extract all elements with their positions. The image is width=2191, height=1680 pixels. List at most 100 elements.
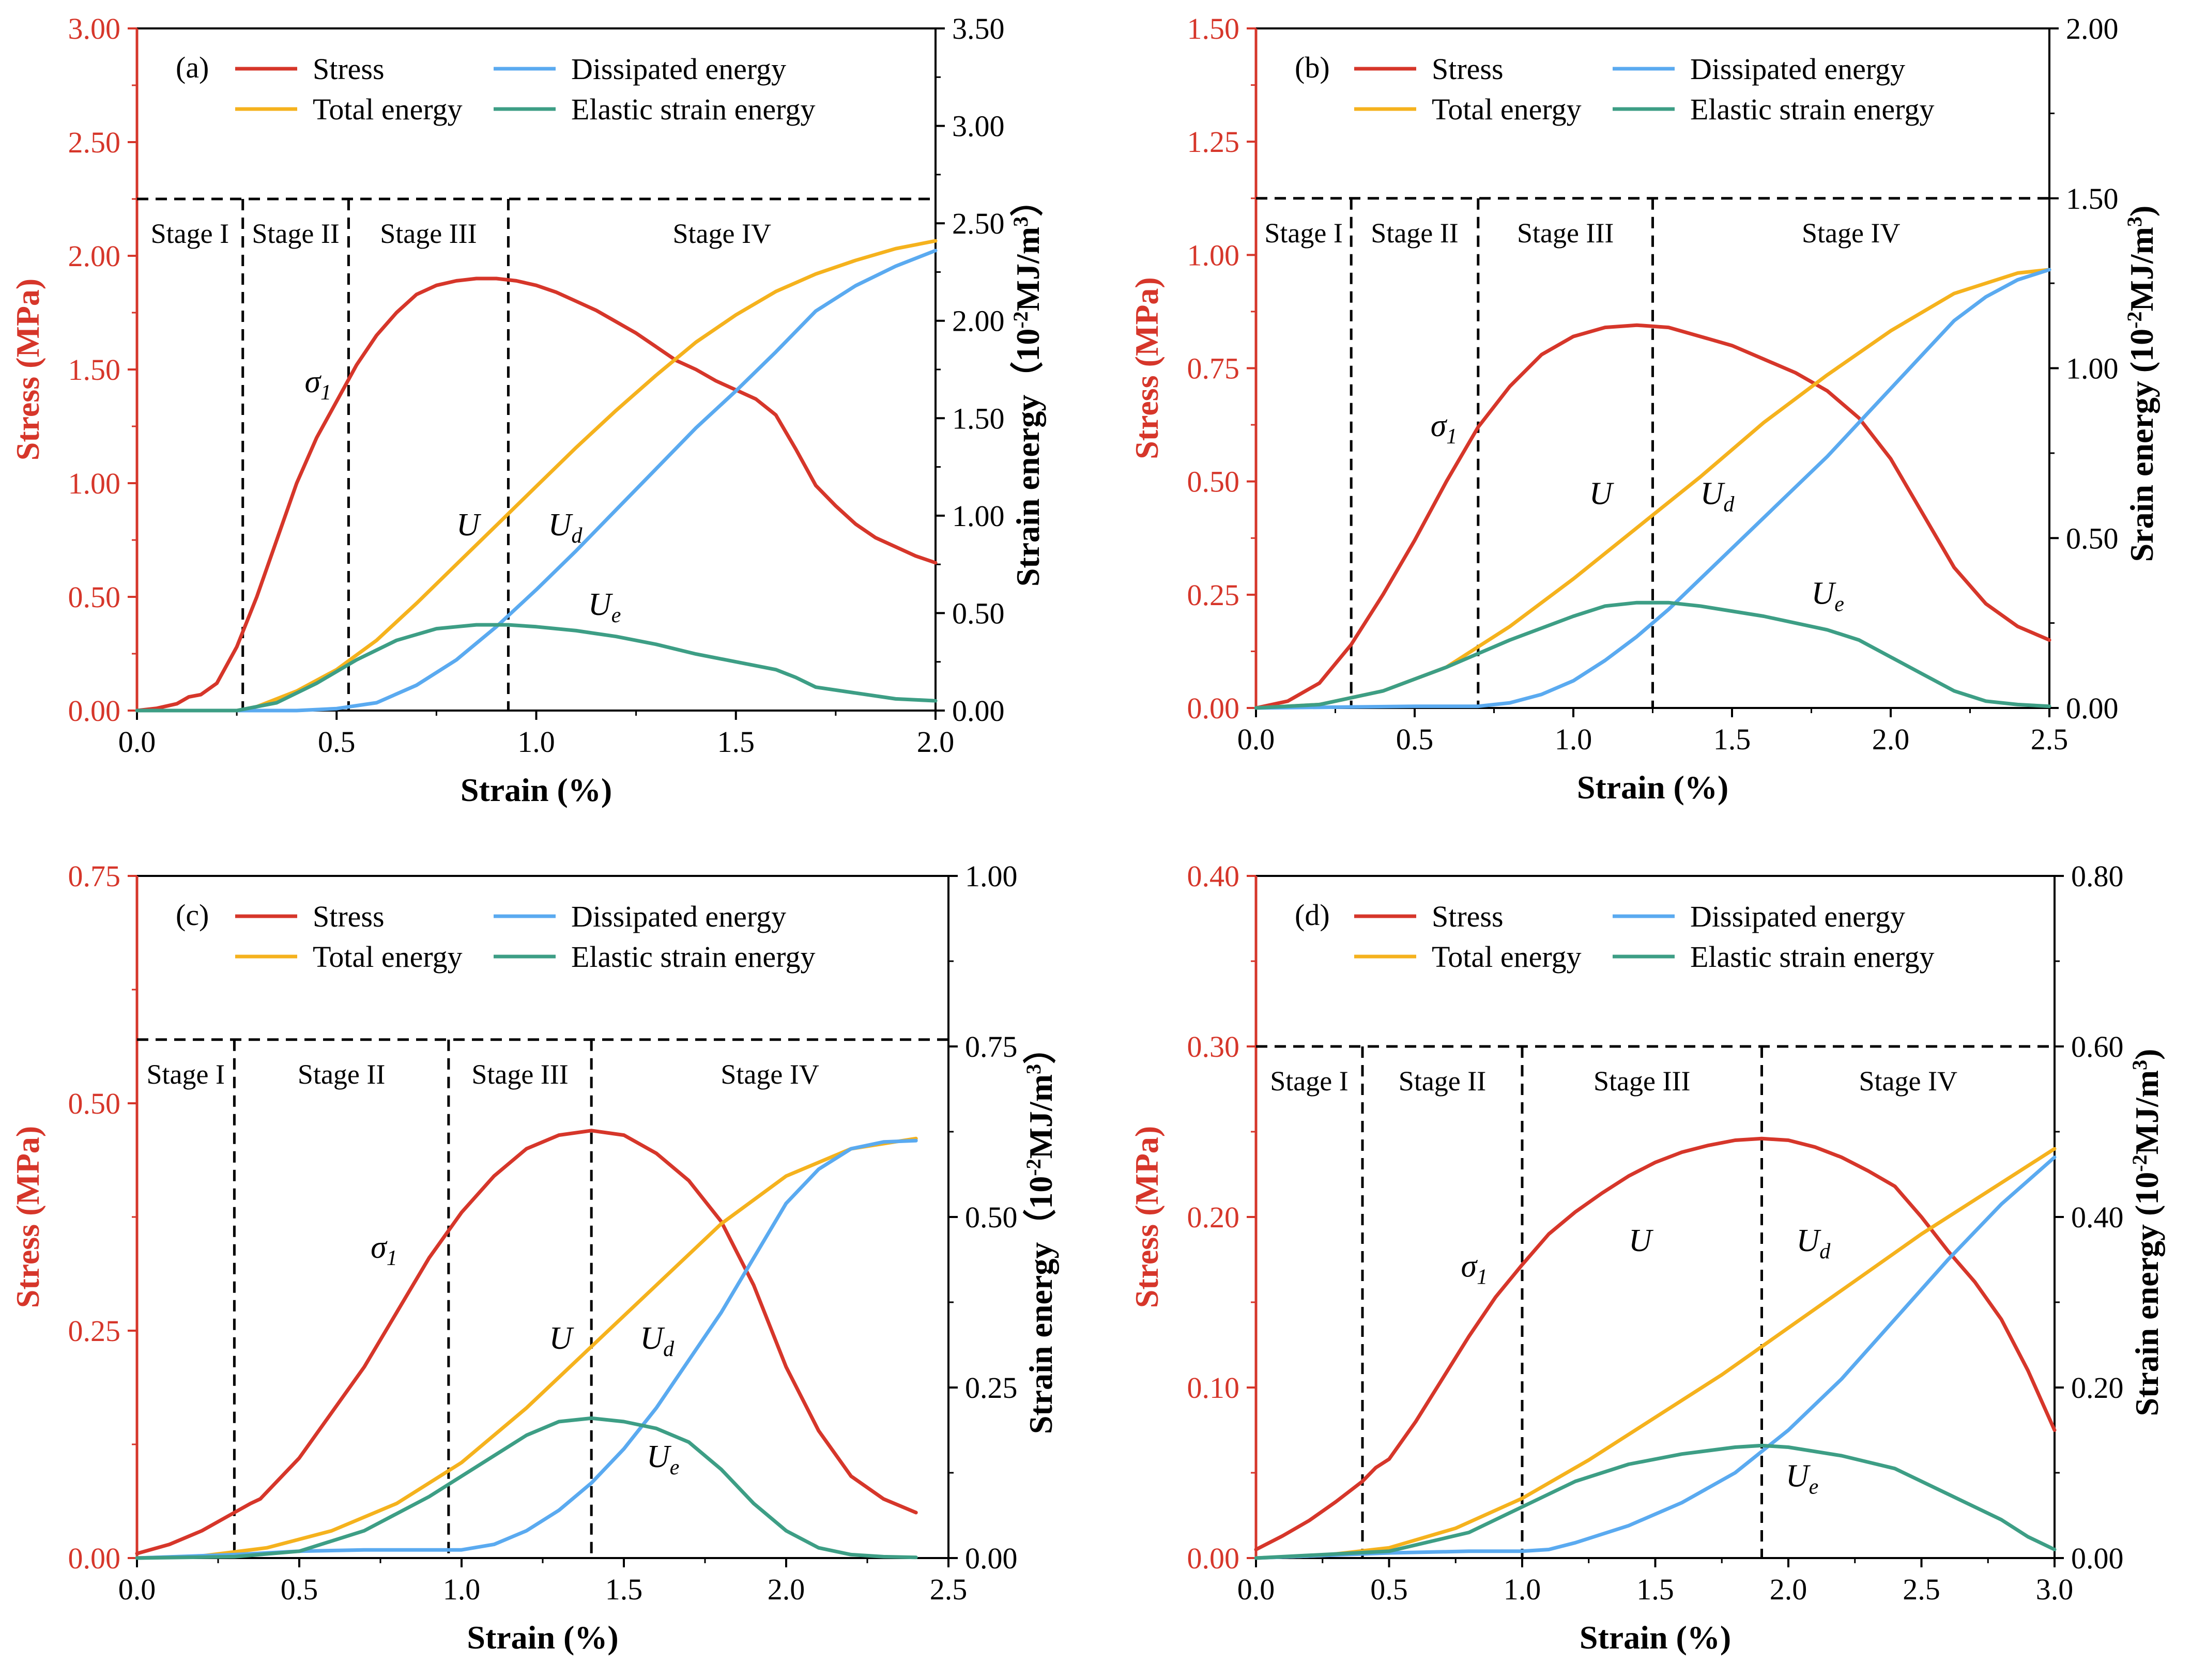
x-tick-label: 2.0 [768,1573,805,1606]
y-right-tick-label: 1.00 [952,499,1005,533]
dissipated-energy-curve [135,1138,918,1560]
y-left-tick-label: 0.50 [68,1087,121,1120]
curve-annotation-subscript: d [1723,493,1735,517]
y-left-tick-label: 0.50 [68,580,121,614]
y-right-tick-label: 0.50 [952,596,1005,630]
legend-label-elastic-energy: Elastic strain energy [1690,940,1934,974]
y-left-tick-label: 1.00 [68,467,121,500]
stage-label: Stage III [1594,1066,1690,1097]
y-left-tick-label: 3.00 [68,12,121,45]
x-tick-label: 0.5 [318,725,356,759]
x-axis-label: Strain (%) [467,1619,618,1656]
stage-label: Stage IV [1859,1066,1957,1097]
curve-annotation: Ud [1700,476,1735,517]
y-left-tick-label: 1.00 [1187,238,1240,272]
stage-label: Stage I [146,1059,224,1090]
stage-label: Stage I [151,218,229,249]
x-tick-label: 2.5 [2031,722,2069,756]
y-left-tick-label: 0.50 [1187,465,1240,499]
x-tick-label: 2.0 [1770,1573,1807,1606]
stress-curve [135,1129,918,1555]
plot-frame [136,27,937,712]
y-right-axis-label: Strain energy（10-2MJ/m3） [1009,183,1047,587]
stage-label: Stage IV [1802,218,1900,249]
legend-label-total-energy: Total energy [1432,940,1582,974]
plot-frame [136,875,949,1559]
curve-annotation-subscript: e [670,1456,680,1479]
y-left-tick-label: 0.20 [1187,1200,1240,1234]
legend-label-elastic-energy: Elastic strain energy [571,93,815,126]
curve-annotation-symbol: U [1700,476,1726,512]
x-tick-label: 0.0 [118,725,156,759]
y-right-tick-label: 1.00 [2066,352,2119,386]
curve-annotation-symbol: U [548,507,574,543]
legend-label-total-energy: Total energy [313,93,463,126]
stage-label: Stage I [1264,218,1342,249]
x-tick-label: 1.5 [605,1573,643,1606]
stress-curve [1254,323,2051,710]
y-right-tick-label: 0.80 [2071,859,2124,893]
x-tick-label: 0.5 [1396,722,1434,756]
curve-annotation-subscript: e [611,604,621,627]
curve-annotation: U [1589,476,1615,512]
y-right-tick-label: 3.50 [952,12,1005,45]
y-left-tick-label: 0.00 [68,694,121,728]
x-tick-label: 1.0 [443,1573,481,1606]
y-right-tick-label: 1.50 [952,402,1005,435]
x-tick-label: 2.5 [1903,1573,1940,1606]
x-tick-label: 1.5 [1636,1573,1674,1606]
panel-c: 0.0 0.5 1.0 1.5 2.0 2.50.000.250.500.750.000.… [9,859,1059,1656]
curve-annotation-subscript: d [571,524,583,548]
y-left-tick-label: 0.25 [1187,578,1240,612]
total-energy-curve [135,1136,918,1560]
y-left-tick-label: 0.10 [1187,1371,1240,1405]
x-tick-label: 2.5 [930,1573,968,1606]
y-left-tick-label: 2.00 [68,239,121,273]
dissipated-energy-curve [135,249,938,713]
curve-annotation: U [456,507,482,543]
legend-label-stress: Stress [313,900,385,933]
legend-label-stress: Stress [1432,900,1504,933]
y-left-tick-label: 0.40 [1187,859,1240,893]
stage-label: Stage III [1517,218,1614,249]
y-right-tick-label: 0.60 [2071,1030,2124,1064]
x-axis-label: Strain (%) [1580,1619,1731,1656]
legend-label-total-energy: Total energy [313,940,463,974]
y-left-tick-label: 1.25 [1187,125,1240,159]
legend: Stress Dissipated energy Total energy Elast… [1354,52,1934,126]
curve-annotation-subscript: e [1809,1475,1819,1499]
dissipated-energy-curve [1254,268,2051,710]
elastic-strain-energy-curve [1254,1443,2057,1560]
x-tick-label: 1.0 [1504,1573,1541,1606]
y-left-axis-label: Stress (MPa) [9,279,46,461]
y-right-axis-label: Strain energy (10-2MJ/m3) [2128,1049,2166,1416]
stage-label: Stage II [1371,218,1458,249]
legend-label-stress: Stress [1432,52,1504,86]
legend-label-total-energy: Total energy [1432,93,1582,126]
curve-annotation-symbol: U [1629,1223,1654,1258]
plot-frame [1255,875,2056,1559]
y-left-tick-label: 0.00 [1187,691,1240,725]
x-axis-label: Strain (%) [1577,769,1728,806]
legend-label-elastic-energy: Elastic strain energy [571,940,815,974]
stage-label: Stage I [1270,1066,1348,1097]
x-tick-label: 3.0 [2036,1573,2074,1606]
total-energy-curve [135,239,938,713]
legend: Stress Dissipated energy Total energy Elast… [235,52,815,126]
stress-curve [1254,1136,2057,1551]
curve-annotation-subscript: d [1819,1240,1831,1263]
curve-annotation: σ1 [371,1230,397,1270]
x-tick-label: 1.5 [1713,722,1751,756]
curve-annotation: Ue [588,587,621,627]
legend-label-elastic-energy: Elastic strain energy [1690,93,1934,126]
y-left-axis-label: Stress (MPa) [9,1126,46,1308]
y-right-tick-label: 0.75 [965,1030,1018,1064]
curve-annotation-symbol: U [647,1439,672,1474]
curve-annotation-symbol: U [549,1321,575,1356]
x-tick-label: 1.5 [717,725,755,759]
curve-annotation-symbol: U [1796,1223,1821,1258]
elastic-strain-energy-curve [1254,600,2051,710]
curve-annotation-symbol: U [1786,1458,1811,1493]
x-tick-label: 0.0 [118,1573,156,1606]
